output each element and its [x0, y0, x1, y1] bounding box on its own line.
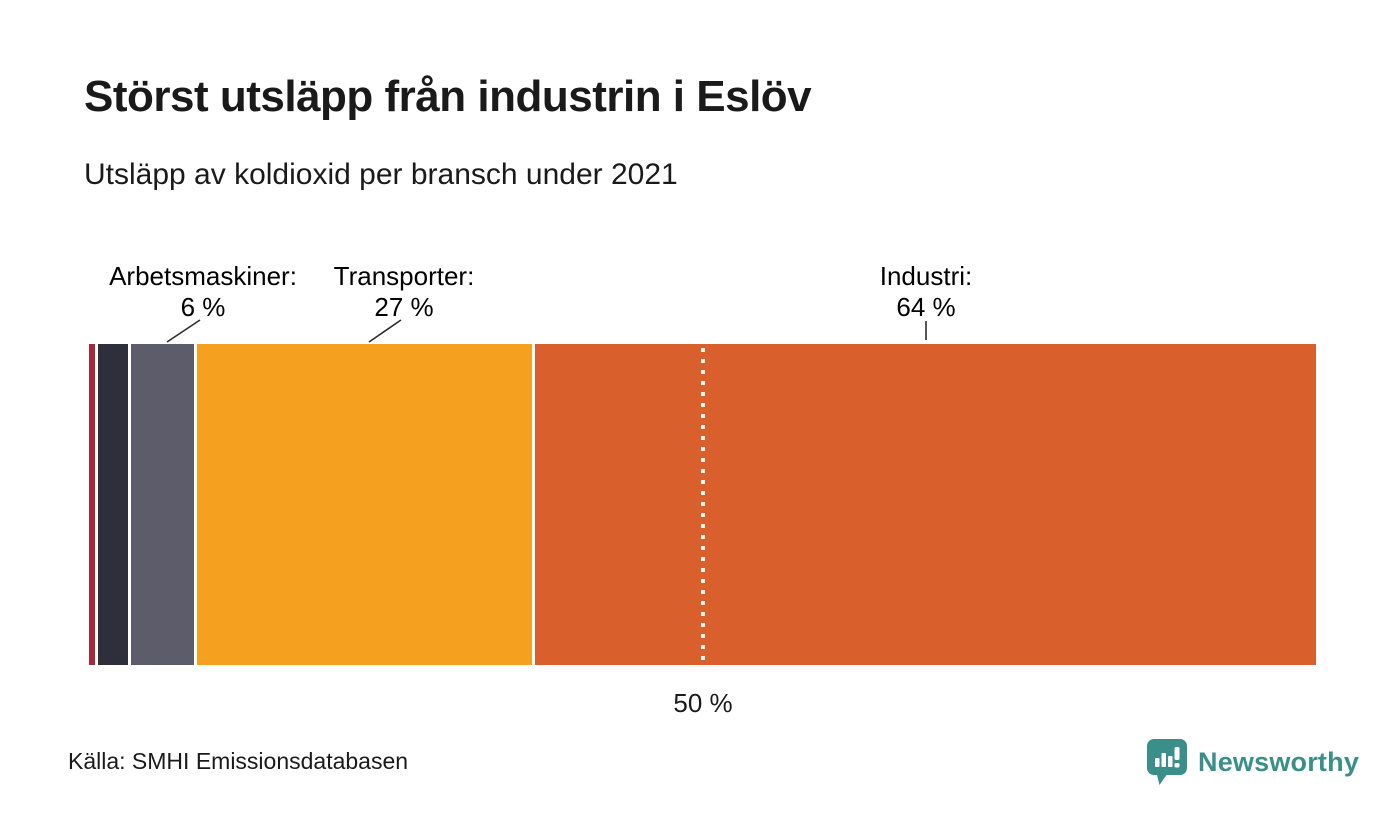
annotation-value: 64 %: [896, 292, 956, 323]
newsworthy-logo: Newsworthy: [1146, 738, 1359, 786]
annotation-industri: Industri: 64 %: [880, 261, 973, 323]
bar-segment-industri: [535, 344, 1316, 665]
bar-segment-unlabeled: [98, 344, 128, 665]
bar-segment-arbetsmaskiner: [130, 344, 195, 665]
annotation-label: Industri:: [879, 261, 973, 291]
stacked-bar: [89, 344, 1316, 665]
annotation-label: Transporter:: [333, 261, 475, 291]
bar-segment-unlabeled: [89, 344, 96, 665]
newsworthy-wordmark: Newsworthy: [1198, 746, 1360, 777]
newsworthy-logo-icon: [1147, 739, 1187, 785]
annotation-value: 27 %: [374, 292, 434, 323]
annotation-arbetsmaskiner: Arbetsmaskiner: 6 %: [109, 261, 297, 323]
reference-line-50pct: [700, 348, 705, 663]
reference-line-label: 50 %: [673, 688, 733, 718]
chart-subtitle: Utsläpp av koldioxid per bransch under 2…: [84, 158, 678, 191]
annotation-transporter: Transporter: 27 %: [334, 261, 475, 323]
annotation-value: 6 %: [180, 292, 226, 323]
bar-segment-transporter: [197, 344, 533, 665]
chart-title: Störst utsläpp från industrin i Eslöv: [84, 72, 812, 121]
source-text: Källa: SMHI Emissionsdatabasen: [68, 748, 409, 774]
annotation-label: Arbetsmaskiner:: [109, 261, 297, 291]
